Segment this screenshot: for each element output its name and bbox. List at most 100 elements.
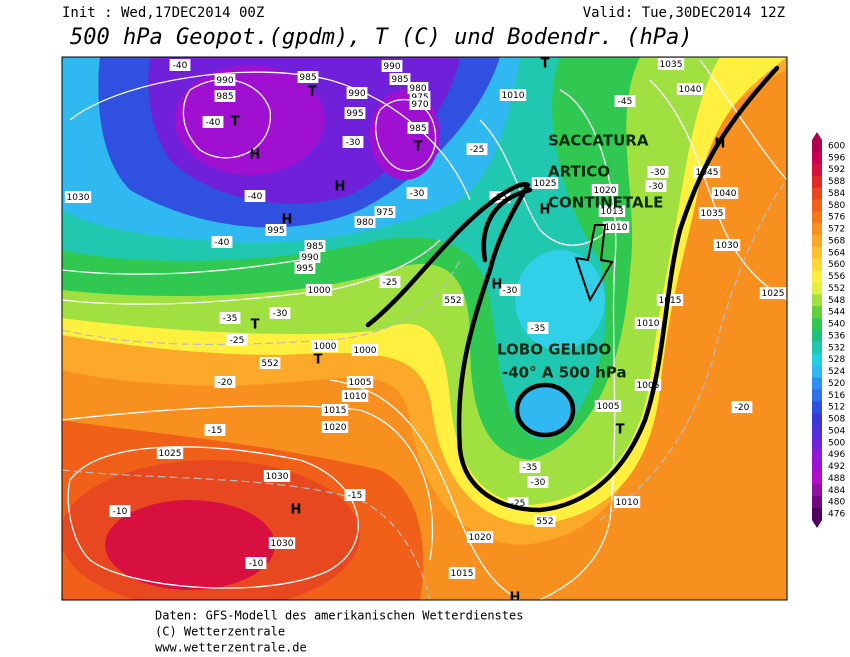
label-box xyxy=(342,136,364,148)
colorbar-swatch xyxy=(812,282,822,295)
contour-label: -40 xyxy=(206,118,221,128)
contour-label: 1010 xyxy=(344,392,367,402)
colorbar-label: 560 xyxy=(828,260,845,270)
label-box xyxy=(389,73,411,85)
contour-label: -35 xyxy=(531,324,546,334)
annotation: SACCATURA xyxy=(548,132,649,150)
colorbar-cap xyxy=(812,132,822,140)
isobar xyxy=(182,78,271,159)
label-box xyxy=(442,294,464,306)
label-box xyxy=(346,376,374,388)
colorbar-swatch xyxy=(812,187,822,200)
colorbar-swatch xyxy=(812,460,822,473)
contour-label: -10 xyxy=(249,559,264,569)
contour-label: 1020 xyxy=(324,423,347,433)
label-box xyxy=(634,317,662,329)
colorbar-swatch xyxy=(812,496,822,509)
isobar xyxy=(479,119,621,246)
colorbar-label: 568 xyxy=(828,236,845,246)
label-box xyxy=(211,236,233,248)
contour-label: 985 xyxy=(391,75,408,85)
label-box xyxy=(466,531,494,543)
footer-line: (C) Wetterzentrale xyxy=(155,625,285,639)
colorbar-label: 492 xyxy=(828,462,845,472)
contour-label: 1015 xyxy=(659,296,682,306)
colorbar-swatch xyxy=(812,389,822,402)
isobar xyxy=(69,71,471,201)
contour-label: 1015 xyxy=(451,569,474,579)
contour-label: 1030 xyxy=(271,539,294,549)
valid-time: Valid: Tue,30DEC2014 12Z xyxy=(583,5,785,21)
colorbar-swatch xyxy=(812,199,822,212)
contour-label: 1030 xyxy=(266,472,289,482)
label-box xyxy=(297,71,319,83)
colorbar-swatch xyxy=(812,270,822,283)
contour-label: 980 xyxy=(356,218,373,228)
label-box xyxy=(731,401,753,413)
contour-label: 995 xyxy=(296,264,313,274)
map-title: 500 hPa Geopot.(gpdm), T (C) und Bodendr… xyxy=(70,25,693,50)
label-box xyxy=(341,390,369,402)
colorbar-swatch xyxy=(812,318,822,331)
contour-label: -25 xyxy=(230,336,245,346)
colorbar-swatch xyxy=(812,341,822,355)
colorbar-label: 500 xyxy=(828,438,845,448)
label-box xyxy=(269,307,291,319)
cold-lobe-circle xyxy=(514,382,576,438)
colorbar-label: 556 xyxy=(828,272,845,282)
colorbar-label: 564 xyxy=(828,248,845,258)
contour-label: -20 xyxy=(735,403,750,413)
label-box xyxy=(499,89,527,101)
contour-label: 1010 xyxy=(616,498,639,508)
label-box xyxy=(321,421,349,433)
contour-label: 1030 xyxy=(716,241,739,251)
label-box xyxy=(226,334,248,346)
label-box xyxy=(519,461,541,473)
label-box xyxy=(294,262,316,274)
field-hot xyxy=(105,500,275,590)
field-cold-core xyxy=(515,385,575,435)
colorbar-label: 552 xyxy=(828,284,845,294)
isobar xyxy=(649,79,787,301)
contour-label: 985 xyxy=(299,73,316,83)
colorbar-cap xyxy=(812,520,822,528)
colorbar-swatch xyxy=(812,211,822,224)
label-box xyxy=(531,177,559,189)
pressure-center: H xyxy=(335,180,346,195)
colorbar-swatch xyxy=(812,401,822,414)
contour-label: -25 xyxy=(383,278,398,288)
colorbar-label: 584 xyxy=(828,189,845,199)
label-box xyxy=(263,470,291,482)
contour-label: 1035 xyxy=(701,209,724,219)
label-box xyxy=(321,404,349,416)
colorbar-swatch xyxy=(812,508,822,521)
annotation: -40° A 500 hPa xyxy=(502,364,627,382)
contour-label: 1015 xyxy=(324,406,347,416)
label-box xyxy=(268,537,296,549)
contour-label: 1045 xyxy=(696,168,719,178)
trough-outline xyxy=(365,65,780,513)
contour-label: -25 xyxy=(470,145,485,155)
colorbar-label: 540 xyxy=(828,320,845,330)
label-box xyxy=(645,180,667,192)
contour-label: 1010 xyxy=(605,223,628,233)
label-box xyxy=(594,400,622,412)
label-box xyxy=(244,190,266,202)
contour-label: -15 xyxy=(348,491,363,501)
trough-outline xyxy=(481,187,533,263)
colorbar-swatch xyxy=(812,377,822,390)
contour-label: -30 xyxy=(649,182,664,192)
label-box xyxy=(466,143,488,155)
label-box xyxy=(647,166,669,178)
label-box xyxy=(602,221,630,233)
colorbar-swatch xyxy=(812,484,822,497)
label-box xyxy=(591,184,619,196)
annotation: ARTICO xyxy=(548,163,610,181)
isotherm xyxy=(62,469,431,600)
label-box xyxy=(299,251,321,263)
colorbar-label: 576 xyxy=(828,213,845,223)
label-box xyxy=(344,489,366,501)
contour-label: 1000 xyxy=(354,346,377,356)
